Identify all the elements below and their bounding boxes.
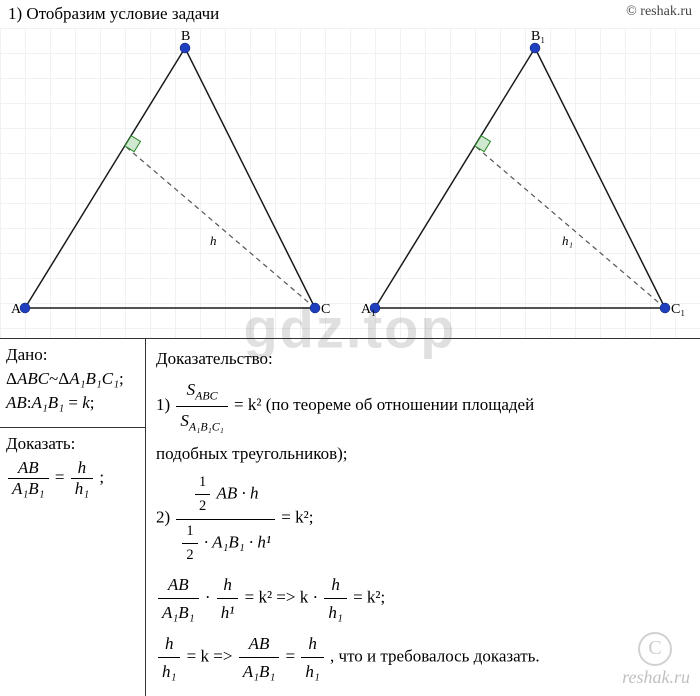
txt: = (64, 393, 82, 412)
txt: , что и требовалось доказать. (330, 647, 540, 666)
txt: = k²; (353, 587, 385, 606)
txt: = k => (187, 647, 237, 666)
given-line-1: ΔABC~ΔA₁B₁C₁; (6, 369, 141, 389)
txt: ABC (17, 369, 49, 388)
txt: ~Δ (49, 369, 69, 388)
num: h (217, 571, 239, 599)
den: h₁ (71, 479, 93, 499)
num: h (301, 630, 323, 658)
txt: = k²; (281, 508, 313, 527)
num: h (324, 571, 346, 599)
proof-step-1: 1) SABC SA₁B₁C₁ = k² (по теореме об отно… (156, 376, 694, 436)
proof-heading: Доказательство: (156, 345, 694, 372)
txt: · (205, 587, 215, 606)
den: h¹ (217, 599, 239, 626)
den: A₁B₁ (239, 658, 280, 685)
txt: S (187, 380, 196, 399)
proof-section: Дано: ΔABC~ΔA₁B₁C₁; AB:A₁B₁ = k; Доказат… (0, 338, 700, 696)
txt: 1) (156, 395, 174, 414)
txt: 1 (195, 471, 210, 495)
txt: A₁B₁ (32, 393, 65, 412)
txt: = k² => k · (245, 587, 323, 606)
txt: ; (99, 467, 104, 486)
txt: 1 (182, 520, 197, 544)
svg-text:C: C (321, 302, 330, 317)
txt: = (55, 467, 69, 486)
txt: ; (119, 369, 124, 388)
toprove-line: ABA₁B₁ = hh₁ ; (6, 458, 141, 499)
txt: 2 (182, 544, 197, 567)
svg-text:C₁: C₁ (671, 302, 685, 317)
den: h₁ (324, 599, 346, 626)
proof-step-4: hh₁ = k => ABA₁B₁ = hh₁ , что и требовал… (156, 630, 694, 685)
txt: AB · h (216, 484, 258, 503)
txt: 2) (156, 508, 174, 527)
svg-text:A₁: A₁ (361, 302, 376, 317)
svg-text:B₁: B₁ (531, 29, 545, 44)
given-line-2: AB:A₁B₁ = k; (6, 393, 141, 413)
txt: S (180, 411, 189, 430)
txt: ABC (195, 389, 217, 403)
txt: A₁B₁C₁ (189, 419, 224, 433)
txt: · A₁B₁ · h¹ (204, 532, 271, 551)
proof-step-2: 2) 12 AB · h 12 · A₁B₁ · h¹ = k²; (156, 471, 694, 567)
txt: ; (90, 393, 95, 412)
den: A₁B₁ (8, 479, 49, 499)
den: A₁B₁ (158, 599, 199, 626)
txt: 2 (195, 495, 210, 518)
svg-text:h₁: h₁ (562, 233, 573, 248)
txt: A₁B₁C₁ (69, 369, 119, 388)
txt: = k² (по теореме об отношении площадей (234, 395, 534, 414)
watermark-bottom: reshak.ru (622, 667, 690, 688)
proof-column: Доказательство: 1) SABC SA₁B₁C₁ = k² (по… (146, 339, 700, 696)
watermark-circle-c: C (638, 632, 672, 666)
proof-step-1b: подобных треугольников); (156, 440, 694, 467)
den: h₁ (158, 658, 180, 685)
num: h (71, 458, 93, 479)
txt: k (82, 393, 90, 412)
given-heading: Дано: (6, 345, 141, 365)
proof-step-3: ABA₁B₁ · hh¹ = k² => k · hh₁ = k²; (156, 571, 694, 626)
toprove-heading: Доказать: (6, 434, 141, 454)
txt: = (286, 647, 300, 666)
triangles-svg: A B Ch A₁ B₁ C₁ h₁ (0, 28, 700, 338)
num: AB (239, 630, 280, 658)
copyright-label: © reshak.ru (626, 4, 692, 24)
num: AB (8, 458, 49, 479)
delta: Δ (6, 369, 17, 388)
svg-text:h: h (210, 233, 217, 248)
num: AB (158, 571, 199, 599)
svg-text:A: A (11, 302, 22, 317)
svg-text:B: B (181, 29, 190, 44)
txt: AB (6, 393, 27, 412)
num: h (158, 630, 180, 658)
den: h₁ (301, 658, 323, 685)
given-column: Дано: ΔABC~ΔA₁B₁C₁; AB:A₁B₁ = k; Доказат… (0, 339, 146, 696)
divider (0, 427, 145, 428)
page-title: 1) Отобразим условие задачи (8, 4, 219, 24)
geometry-figure: A B Ch A₁ B₁ C₁ h₁ (0, 28, 700, 338)
